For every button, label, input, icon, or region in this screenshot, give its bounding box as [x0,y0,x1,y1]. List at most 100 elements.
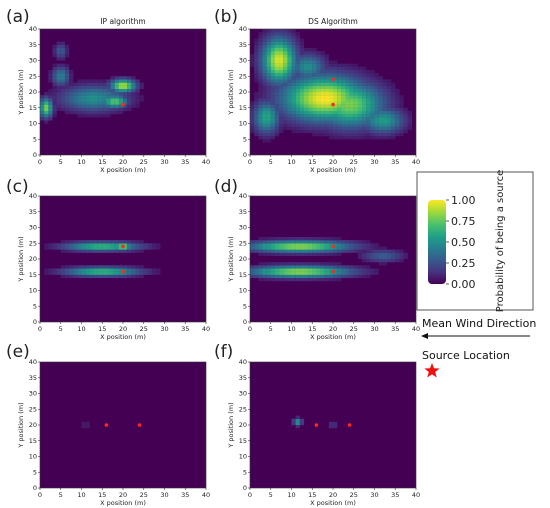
heatmap-cell [102,82,107,86]
heatmap-cell [114,76,119,80]
heatmap-cell [258,85,263,89]
heatmap-cell [320,73,325,77]
heatmap-cell [349,249,354,253]
heatmap-cell [299,101,305,105]
heatmap-cell [403,114,408,118]
heatmap-cell [382,92,388,96]
x-axis-label: X position (m) [310,166,356,174]
heatmap-cell [114,240,119,244]
heatmap-cell [349,76,354,80]
heatmap-cell [135,104,140,108]
heatmap-cell [283,63,288,67]
heatmap-cell [287,240,292,244]
y-tick-label: 10 [239,120,247,128]
heatmap-cell [258,47,263,52]
panel-letter: (c) [6,177,29,197]
heatmap-cell [89,104,95,108]
heatmap-cell [81,265,86,269]
heatmap-cell [118,265,124,269]
heatmap-cell [291,265,296,269]
heatmap-cell [287,126,292,130]
heatmap-cell [127,76,132,80]
heatmap-cell [139,274,144,279]
heatmap-cell [93,110,99,115]
heatmap-cell [403,126,408,130]
heatmap-cell [353,88,359,93]
heatmap-cell [131,79,136,83]
heatmap-cell [60,98,66,102]
heatmap-cell [279,271,284,275]
heatmap-cell [337,63,342,67]
heatmap-cell [399,255,404,260]
heatmap-cell [287,29,292,33]
heatmap-cell [353,268,359,272]
heatmap-cell [274,243,280,247]
heatmap-cell [287,265,292,269]
x-tick-label: 40 [412,325,420,333]
heatmap-cell [89,268,95,272]
heatmap-cell [254,79,259,83]
y-tick-label: 10 [29,453,37,461]
heatmap-cell [328,277,334,282]
heatmap-cell [324,236,329,241]
heatmap-cell [56,47,61,52]
heatmap-cell [56,41,61,45]
heatmap-cell [270,132,276,137]
heatmap-cell [64,274,70,279]
heatmap-cell [337,101,342,105]
heatmap-cell [266,88,271,93]
heatmap-cell [274,123,280,127]
heatmap-cell [337,88,342,93]
heatmap-cell [279,47,284,52]
heatmap-cell [374,95,379,99]
heatmap-cell [299,104,305,108]
star-icon [424,363,440,378]
heatmap-cell [262,73,267,77]
heatmap-cell [333,132,338,137]
heatmap-cell [274,114,280,118]
heatmap-cell [131,249,136,253]
heatmap-cell [349,243,354,247]
y-tick-label: 5 [33,302,37,310]
heatmap-cell [85,101,90,105]
heatmap-cell [64,95,70,99]
source-marker [137,423,142,427]
heatmap-cell [308,88,313,93]
heatmap-cell [349,63,354,67]
heatmap-cell [407,126,412,130]
heatmap-cell [337,277,342,282]
heatmap-cell [395,107,400,112]
heatmap-cell [106,92,111,96]
heatmap-cell [353,265,359,269]
heatmap-cell [362,85,367,89]
heatmap-cell [52,54,57,58]
heatmap-cell [349,126,354,130]
heatmap-cell [291,243,296,247]
heatmap-cell [370,107,375,112]
heatmap-cell [258,76,263,80]
heatmap-cell [139,265,144,269]
heatmap-cell [333,240,338,244]
heatmap-cell [114,98,119,102]
heatmap-cell [258,98,263,102]
heatmap-cell [143,271,149,275]
heatmap-cell [262,107,267,112]
heatmap-cell [279,262,284,266]
heatmap-cell [295,38,300,42]
heatmap-cell [316,51,321,55]
heatmap-cell [341,88,346,93]
heatmap-cell [333,82,338,86]
x-tick-label: 20 [329,158,337,166]
heatmap-cell [370,117,375,121]
heatmap-cell [279,243,284,247]
heatmap-cell [266,63,271,67]
heatmap-cell [52,92,57,96]
heatmap-cell [254,114,259,118]
heatmap-cell [102,95,107,99]
heatmap-cell [258,252,263,256]
heatmap-cell [287,274,292,279]
heatmap-cell [328,79,334,83]
heatmap-cell [324,265,329,269]
heatmap-cell [333,236,338,241]
heatmap-cell [362,268,367,272]
